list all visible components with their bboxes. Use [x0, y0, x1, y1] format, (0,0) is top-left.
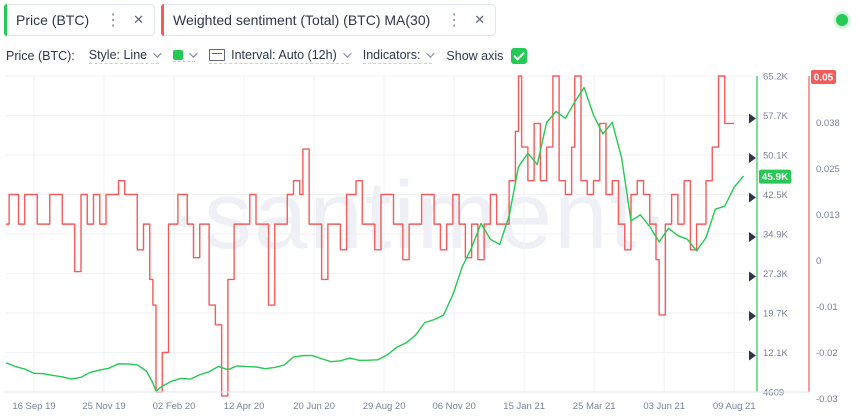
- sentiment-tick-label: 0.025: [816, 164, 840, 175]
- sentiment-line: [6, 75, 735, 397]
- price-tick-label: 65.2K: [763, 72, 788, 83]
- price-tick-label: 42.5K: [763, 190, 788, 201]
- sentiment-tick-label: 0: [816, 256, 821, 267]
- price-tick-marker: [749, 232, 756, 242]
- x-tick-label: 25 Mar 21: [573, 401, 616, 412]
- indicators-dropdown-label: Indicators:: [362, 48, 421, 62]
- price-tick-marker: [749, 311, 756, 321]
- show-axis-label: Show axis: [446, 49, 504, 63]
- price-tick-marker: [749, 153, 756, 163]
- metric-settings-bar: Price (BTC): Style: Line Interval: Auto …: [6, 45, 528, 67]
- metric-bar: Price (BTC) ⋮ ✕ Weighted sentiment (Tota…: [4, 4, 497, 36]
- sentiment-series: [6, 75, 735, 397]
- price-tick-label: 4609: [763, 388, 784, 399]
- sentiment-tick-label: -0.03: [816, 394, 838, 405]
- interval-dropdown-label: Interval: Auto (12h): [231, 48, 337, 62]
- color-swatch: [173, 50, 184, 60]
- metric-chip-sentiment[interactable]: Weighted sentiment (Total) (BTC) MA(30) …: [161, 4, 497, 36]
- price-tick-marker: [749, 113, 756, 124]
- checkbox-checked-icon[interactable]: [511, 48, 528, 64]
- more-vertical-icon[interactable]: ⋮: [446, 12, 463, 29]
- current-price-badge: [759, 169, 791, 184]
- x-tick-label: 02 Feb 20: [153, 401, 196, 412]
- sentiment-tick-label: -0.01: [816, 302, 838, 313]
- price-series: [5, 86, 745, 392]
- x-tick-label: 03 Jun 21: [643, 401, 685, 412]
- metric-chip-price[interactable]: Price (BTC) ⋮ ✕: [4, 4, 156, 36]
- metric-chip-label: Price (BTC): [16, 12, 90, 28]
- chart-axes: 16 Sep 19 25 Nov 19 02 Feb 20 12 Apr 20 20 J…: [6, 70, 840, 412]
- price-tick-label: 12.1K: [763, 348, 788, 359]
- close-icon[interactable]: ✕: [133, 12, 145, 27]
- sentiment-tick-label: 0.038: [816, 118, 840, 129]
- x-tick-label: 12 Apr 20: [224, 401, 265, 412]
- x-tick-label: 09 Aug 21: [713, 401, 756, 412]
- x-tick-label: 20 Jun 20: [293, 401, 335, 412]
- calendar-icon: [209, 49, 226, 61]
- close-icon[interactable]: ✕: [474, 12, 486, 27]
- x-tick-label: 16 Sep 19: [12, 401, 55, 412]
- price-tick-marker: [749, 350, 756, 361]
- price-tick-marker: [749, 271, 756, 282]
- x-tick-label: 29 Aug 20: [363, 401, 406, 412]
- price-tick-label: 27.3K: [763, 269, 788, 280]
- metric-chip-label: Weighted sentiment (Total) (BTC) MA(30): [173, 12, 431, 28]
- watermark-text: ·santiment·: [170, 162, 672, 269]
- settings-metric-label: Price (BTC):: [6, 49, 75, 63]
- interval-dropdown[interactable]: Interval: Auto (12h): [209, 48, 352, 64]
- style-dropdown-label: Style: Line: [88, 48, 148, 62]
- x-tick-label: 15 Jan 21: [503, 401, 545, 412]
- sentiment-tick-label: 0.013: [816, 210, 840, 221]
- sentiment-tick-label: -0.02: [816, 348, 838, 359]
- sentiment-max-label: 0.05: [814, 73, 834, 84]
- sentiment-max-badge: [811, 70, 836, 84]
- show-axis-toggle[interactable]: Show axis: [446, 48, 528, 64]
- indicators-dropdown[interactable]: Indicators:: [362, 48, 436, 64]
- live-status-dot: [836, 14, 848, 26]
- current-price-label: 45.9K: [762, 172, 789, 183]
- price-tick-label: 34.9K: [763, 230, 788, 241]
- price-line: [5, 86, 745, 392]
- x-tick-label: 25 Nov 19: [82, 401, 125, 412]
- price-tick-marker: [749, 192, 756, 203]
- color-picker[interactable]: [173, 49, 198, 62]
- x-tick-label: 06 Nov 20: [432, 401, 475, 412]
- more-vertical-icon[interactable]: ⋮: [105, 12, 122, 29]
- style-dropdown[interactable]: Style: Line: [88, 48, 162, 64]
- price-tick-label: 19.7K: [763, 309, 788, 320]
- price-tick-label: 57.7K: [763, 111, 788, 122]
- price-tick-label: 50.1K: [763, 151, 788, 162]
